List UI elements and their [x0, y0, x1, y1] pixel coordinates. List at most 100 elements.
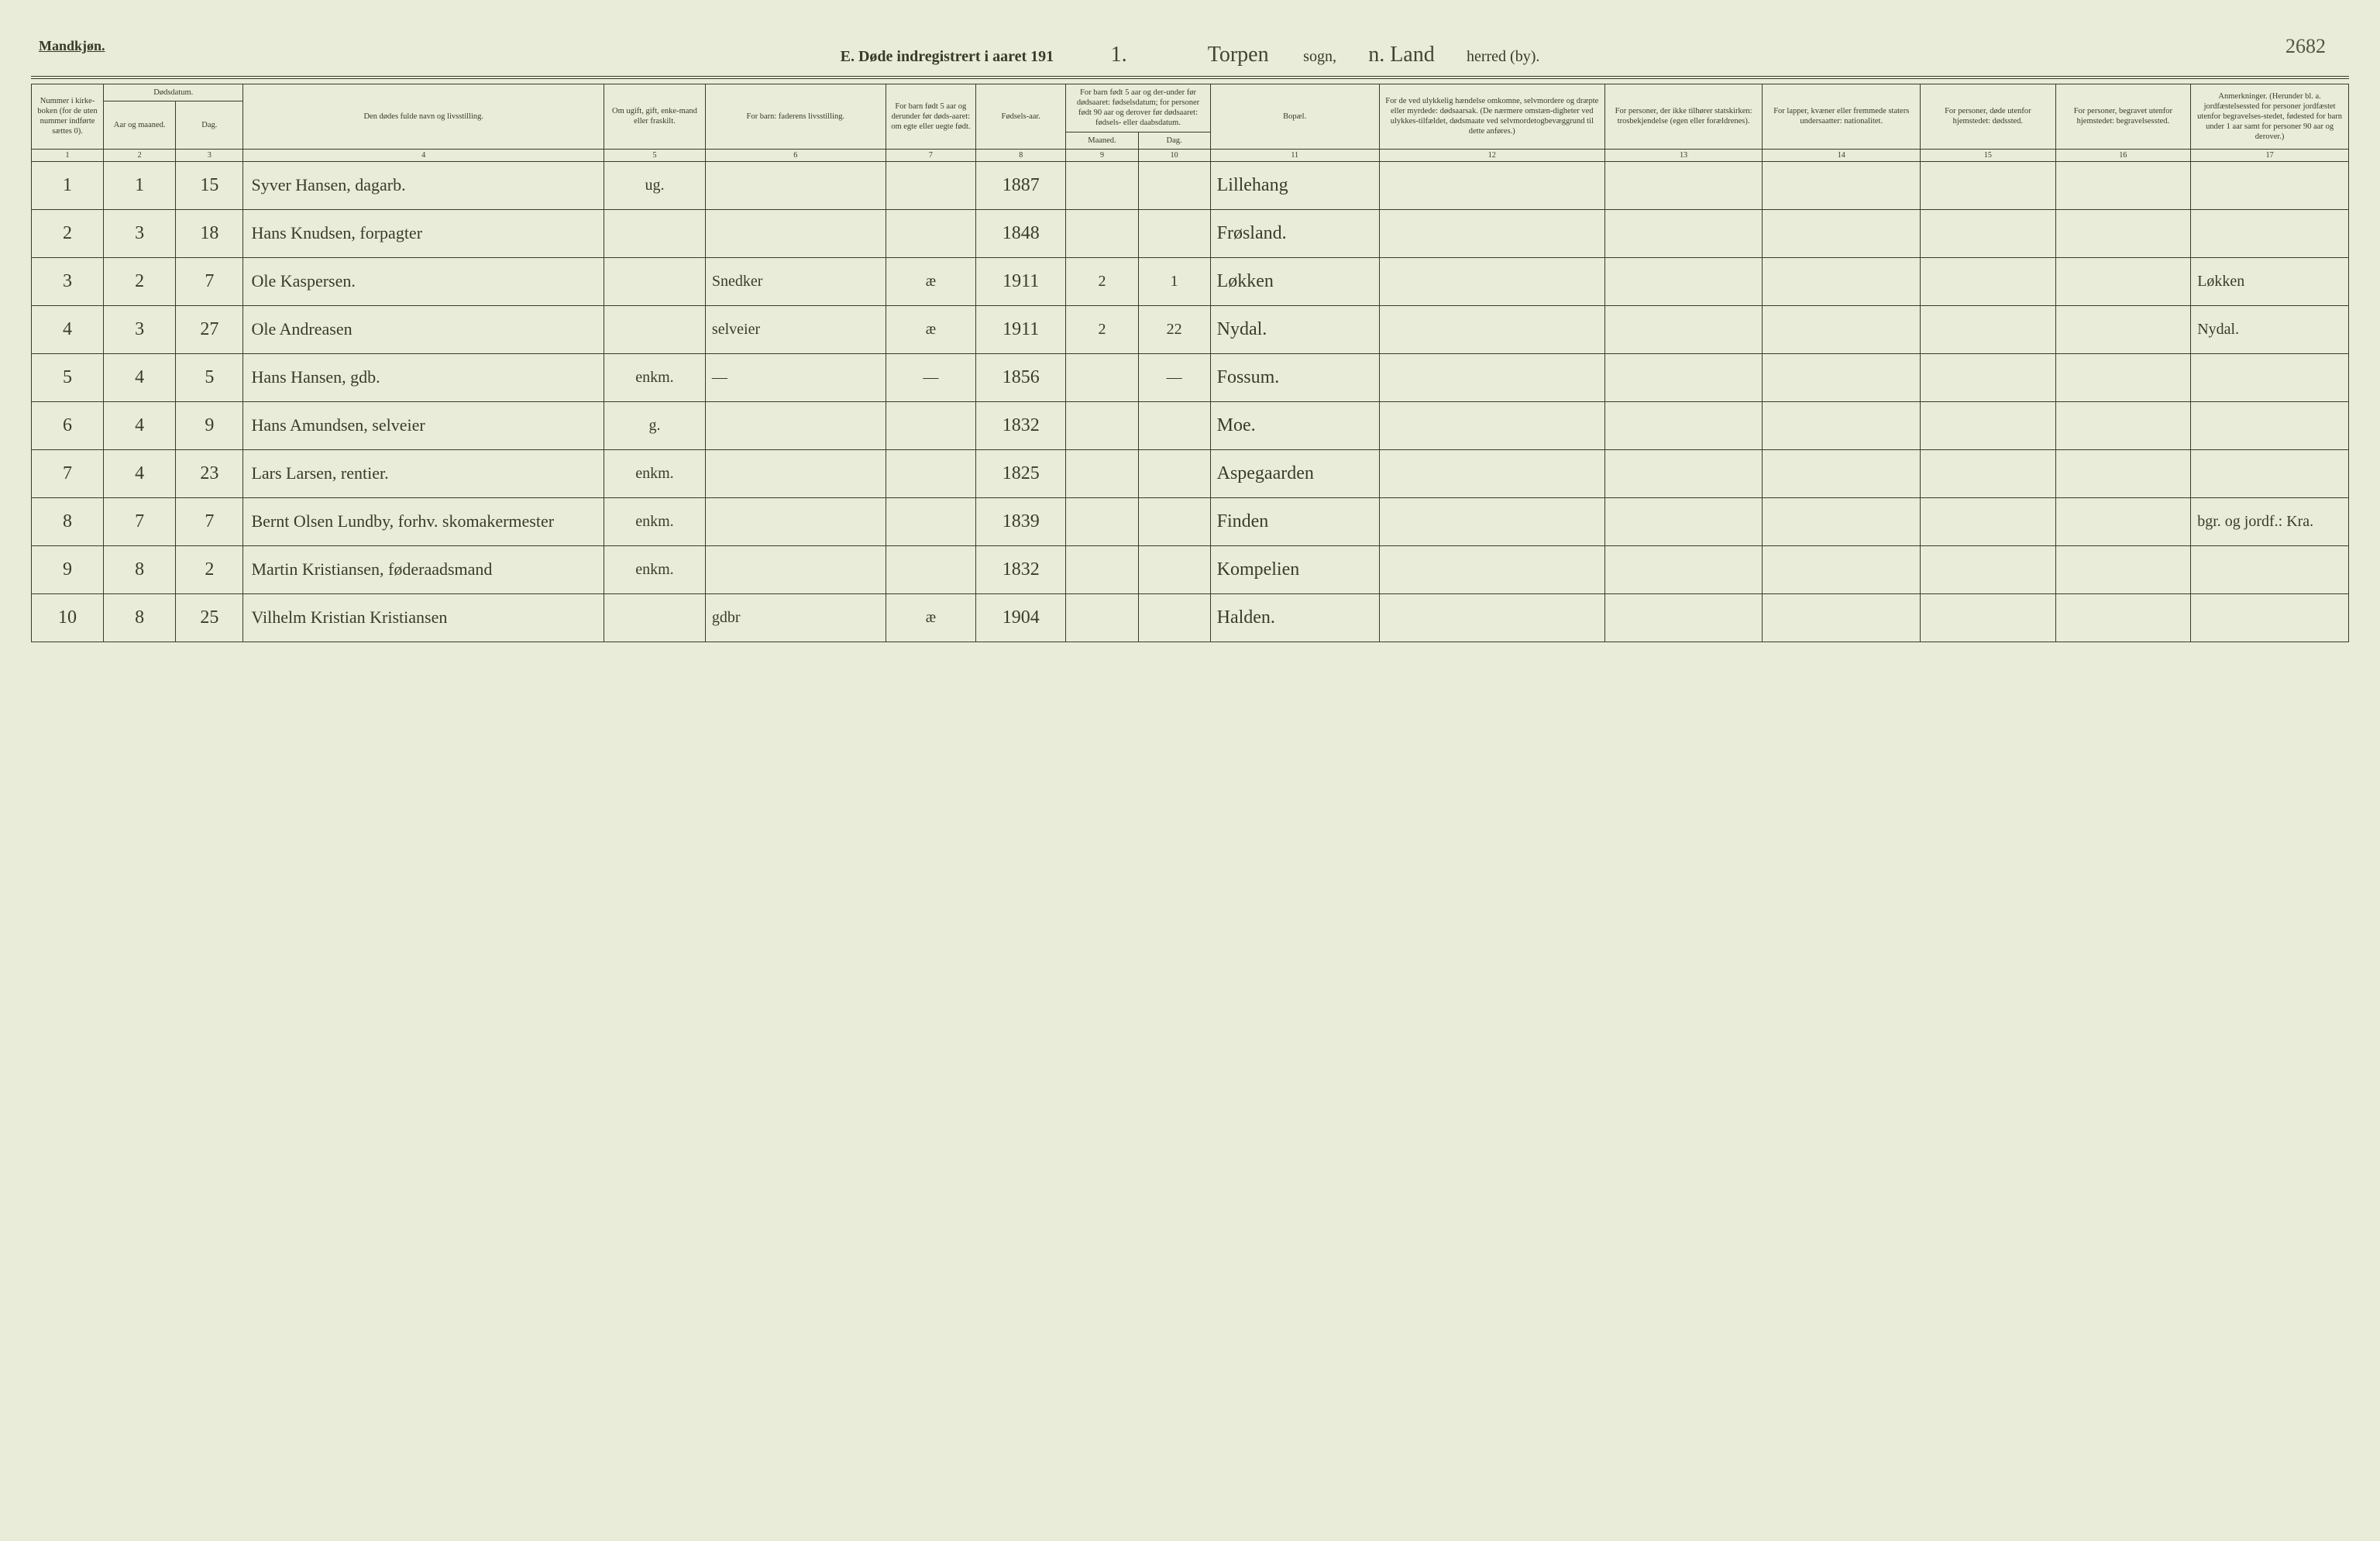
cell-c15 [1921, 257, 2056, 305]
cell-yr: 1887 [976, 161, 1066, 209]
cell-mm: 2 [1066, 257, 1138, 305]
cell-m: 1 [104, 161, 176, 209]
cell-c14 [1763, 353, 1921, 401]
cell-father: selveier [705, 305, 886, 353]
cell-m: 7 [104, 497, 176, 545]
cell-c15 [1921, 593, 2056, 642]
colnum: 9 [1066, 149, 1138, 161]
cell-father [705, 209, 886, 257]
cell-c14 [1763, 305, 1921, 353]
col-13-header: For personer, der ikke tilhører statskir… [1604, 84, 1763, 150]
col-9-header: Maaned. [1066, 132, 1138, 149]
cell-c17 [2191, 209, 2349, 257]
cell-res: Nydal. [1210, 305, 1379, 353]
col-2-header: Aar og maaned. [104, 101, 176, 150]
colnum: 14 [1763, 149, 1921, 161]
cell-c17 [2191, 449, 2349, 497]
cell-c14 [1763, 545, 1921, 593]
sogn-label: sogn, [1303, 48, 1336, 66]
cell-m: 4 [104, 353, 176, 401]
cell-leg [886, 545, 975, 593]
sogn-handwritten: Torpen [1184, 43, 1292, 68]
cell-c14 [1763, 497, 1921, 545]
colnum: 10 [1138, 149, 1210, 161]
cell-c17 [2191, 545, 2349, 593]
cell-d: 9 [176, 401, 243, 449]
table-row: 10825Vilhelm Kristian Kristiansengdbræ19… [32, 593, 2349, 642]
col-7-header: For barn født 5 aar og derunder før døds… [886, 84, 975, 150]
cell-dd [1138, 497, 1210, 545]
cell-c13 [1604, 209, 1763, 257]
cell-name: Hans Knudsen, forpagter [243, 209, 604, 257]
table-row: 1115Syver Hansen, dagarb.ug.1887Lillehan… [32, 161, 2349, 209]
cell-name: Ole Kaspersen. [243, 257, 604, 305]
cell-c12 [1379, 593, 1604, 642]
cell-n: 6 [32, 401, 104, 449]
cell-dd [1138, 401, 1210, 449]
cell-c16 [2055, 497, 2191, 545]
page-number-handwritten: 2682 [2285, 35, 2326, 58]
cell-c13 [1604, 161, 1763, 209]
cell-leg [886, 209, 975, 257]
cell-res: Lillehang [1210, 161, 1379, 209]
cell-stat: enkm. [604, 497, 706, 545]
cell-d: 18 [176, 209, 243, 257]
cell-mm [1066, 593, 1138, 642]
cell-c13 [1604, 593, 1763, 642]
cell-n: 3 [32, 257, 104, 305]
cell-c15 [1921, 305, 2056, 353]
col-6-header: For barn: faderens livsstilling. [705, 84, 886, 150]
table-header: Nummer i kirke-boken (for de uten nummer… [32, 84, 2349, 162]
cell-c13 [1604, 401, 1763, 449]
colnum: 8 [976, 149, 1066, 161]
cell-c14 [1763, 161, 1921, 209]
cell-n: 1 [32, 161, 104, 209]
cell-c14 [1763, 593, 1921, 642]
cell-d: 7 [176, 257, 243, 305]
cell-mm [1066, 353, 1138, 401]
cell-name: Hans Hansen, gdb. [243, 353, 604, 401]
cell-c17: bgr. og jordf.: Kra. [2191, 497, 2349, 545]
col-5-header: Om ugift, gift, enke-mand eller fraskilt… [604, 84, 706, 150]
cell-name: Syver Hansen, dagarb. [243, 161, 604, 209]
cell-leg [886, 449, 975, 497]
cell-dd [1138, 209, 1210, 257]
table-row: 4327Ole Andreasenselveieræ1911222Nydal.N… [32, 305, 2349, 353]
col-11-header: Bopæl. [1210, 84, 1379, 150]
cell-c15 [1921, 497, 2056, 545]
cell-c17 [2191, 593, 2349, 642]
table-row: 877Bernt Olsen Lundby, forhv. skomakerme… [32, 497, 2349, 545]
ledger-table: Nummer i kirke-boken (for de uten nummer… [31, 84, 2349, 642]
cell-c14 [1763, 257, 1921, 305]
cell-c16 [2055, 161, 2191, 209]
cell-yr: 1839 [976, 497, 1066, 545]
cell-res: Løkken [1210, 257, 1379, 305]
table-row: 649Hans Amundsen, selveierg.1832Moe. [32, 401, 2349, 449]
cell-stat: enkm. [604, 449, 706, 497]
cell-c17: Nydal. [2191, 305, 2349, 353]
cell-d: 23 [176, 449, 243, 497]
cell-c17 [2191, 161, 2349, 209]
col-2-3-top: Dødsdatum. [104, 84, 243, 101]
cell-mm [1066, 497, 1138, 545]
col-14-header: For lapper, kvæner eller fremmede stater… [1763, 84, 1921, 150]
cell-dd: 22 [1138, 305, 1210, 353]
cell-mm [1066, 449, 1138, 497]
colnum: 15 [1921, 149, 2056, 161]
cell-c12 [1379, 449, 1604, 497]
cell-c13 [1604, 305, 1763, 353]
table-row: 2318Hans Knudsen, forpagter1848Frøsland. [32, 209, 2349, 257]
cell-res: Aspegaarden [1210, 449, 1379, 497]
cell-n: 5 [32, 353, 104, 401]
cell-leg: — [886, 353, 975, 401]
cell-c12 [1379, 545, 1604, 593]
cell-n: 8 [32, 497, 104, 545]
col-1-header: Nummer i kirke-boken (for de uten nummer… [32, 84, 104, 150]
cell-res: Moe. [1210, 401, 1379, 449]
cell-mm [1066, 545, 1138, 593]
ledger-page: Mandkjøn. 2682 E. Døde indregistrert i a… [31, 43, 2349, 642]
colnum: 13 [1604, 149, 1763, 161]
cell-res: Frøsland. [1210, 209, 1379, 257]
title-prefix: E. Døde indregistrert i aaret 191 [841, 48, 1054, 66]
cell-c16 [2055, 257, 2191, 305]
